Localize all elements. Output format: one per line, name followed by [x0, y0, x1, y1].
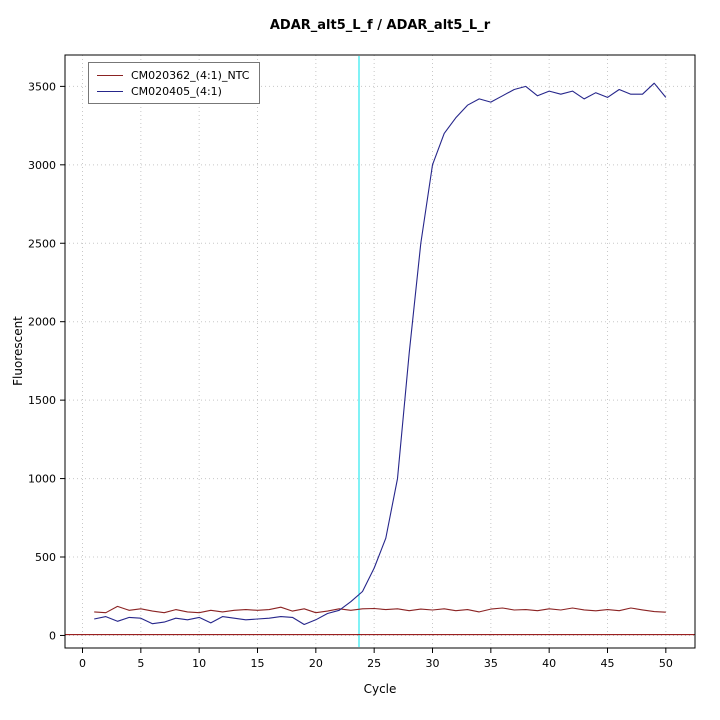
x-tick-label: 5	[137, 657, 144, 670]
chart-title: ADAR_alt5_L_f / ADAR_alt5_L_r	[269, 18, 491, 33]
x-tick-label: 50	[659, 657, 673, 670]
y-tick-label: 2000	[28, 316, 56, 329]
y-tick-label: 1000	[28, 473, 56, 486]
y-tick-label: 3000	[28, 159, 56, 172]
y-tick-label: 3500	[28, 80, 56, 93]
x-tick-label: 35	[484, 657, 498, 670]
legend-item-ntc: CM020362_(4:1)_NTC	[97, 67, 249, 83]
legend-line-swatch-sample	[97, 90, 123, 92]
x-tick-label: 45	[601, 657, 615, 670]
x-tick-label: 10	[192, 657, 206, 670]
x-tick-label: 25	[367, 657, 381, 670]
series-line-0	[94, 605, 666, 614]
x-tick-label: 15	[251, 657, 265, 670]
x-axis-label: Cycle	[363, 682, 397, 696]
x-tick-label: 0	[79, 657, 86, 670]
legend-label-ntc: CM020362_(4:1)_NTC	[131, 68, 250, 82]
y-tick-label: 0	[49, 629, 56, 642]
series-line-1	[94, 82, 667, 626]
legend: CM020362_(4:1)_NTC CM020405_(4:1)	[88, 62, 261, 104]
x-tick-label: 20	[309, 657, 323, 670]
y-tick-label: 500	[35, 551, 56, 564]
plot-border	[64, 54, 696, 649]
y-tick-label: 1500	[28, 394, 56, 407]
legend-label-sample: CM020405_(4:1)	[131, 84, 222, 98]
x-tick-label: 40	[542, 657, 556, 670]
legend-item-sample: CM020405_(4:1)	[97, 83, 249, 99]
x-tick-label: 30	[426, 657, 440, 670]
legend-line-swatch-ntc	[97, 74, 123, 76]
y-tick-label: 2500	[28, 237, 56, 250]
